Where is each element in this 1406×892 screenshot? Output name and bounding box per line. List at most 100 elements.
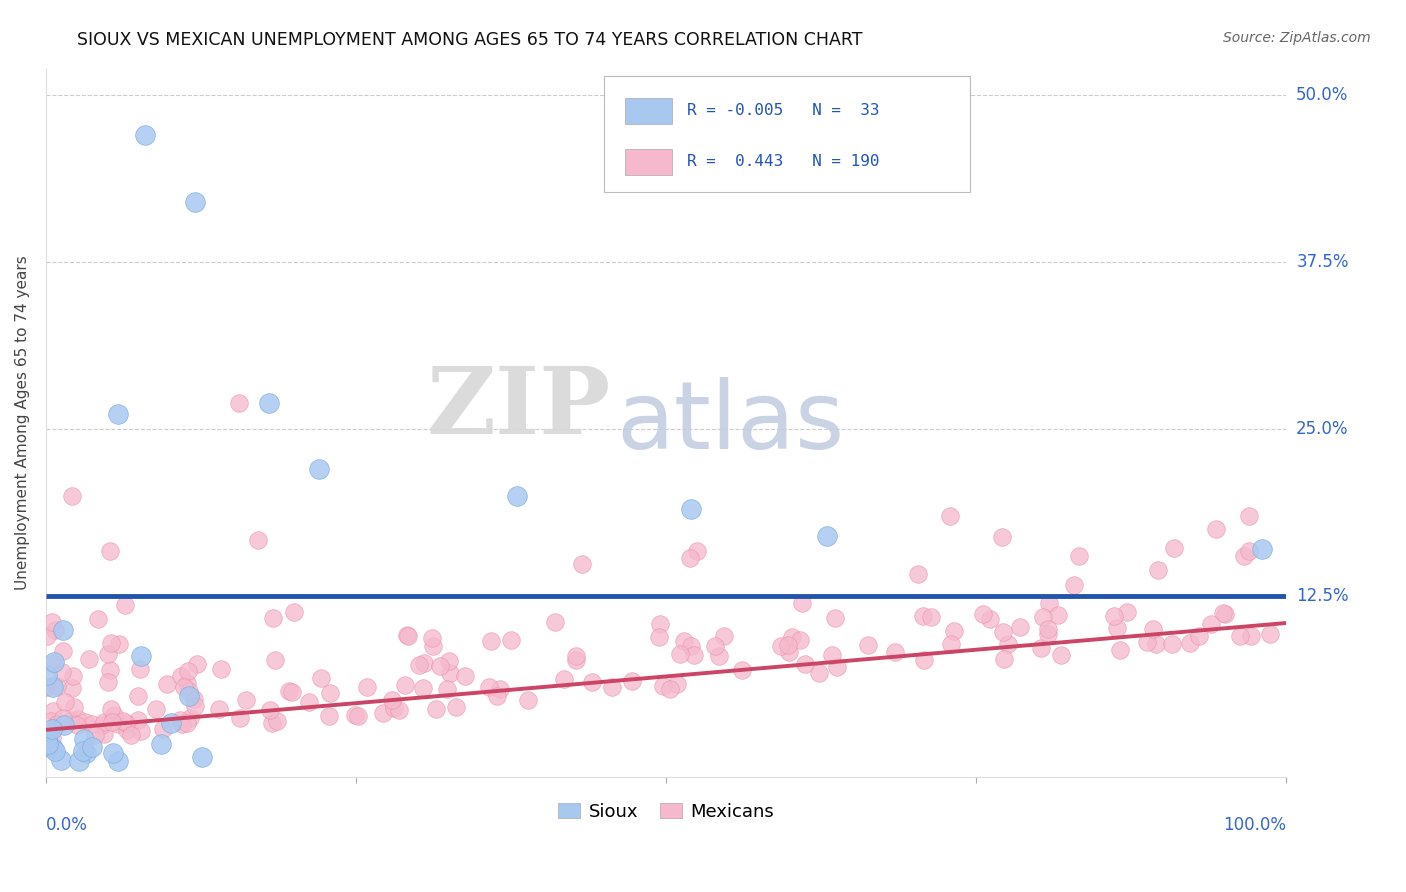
Point	[84, 728, 107, 742]
Point	[264, 653, 287, 667]
Point	[396, 629, 419, 643]
Point	[544, 615, 567, 629]
FancyBboxPatch shape	[626, 97, 672, 125]
Point	[1105, 621, 1128, 635]
Point	[127, 689, 149, 703]
Point	[679, 502, 702, 516]
Point	[808, 666, 831, 681]
Point	[41, 657, 63, 672]
Point	[412, 681, 434, 696]
Point	[103, 708, 125, 723]
Text: 37.5%: 37.5%	[1296, 253, 1348, 271]
Point	[37, 739, 59, 753]
Point	[1188, 629, 1211, 643]
Point	[668, 648, 690, 662]
Point	[82, 739, 104, 754]
Point	[51, 623, 73, 637]
Point	[979, 612, 1001, 626]
Point	[1135, 634, 1157, 648]
Point	[52, 644, 75, 658]
Point	[907, 566, 929, 581]
Point	[66, 717, 89, 731]
Point	[446, 699, 468, 714]
Point	[647, 630, 669, 644]
Point	[98, 544, 121, 558]
Point	[53, 718, 76, 732]
Point	[489, 681, 512, 696]
Point	[37, 629, 59, 643]
Point	[479, 634, 502, 648]
Point	[44, 744, 66, 758]
Point	[344, 707, 367, 722]
Text: SIOUX VS MEXICAN UNEMPLOYMENT AMONG AGES 65 TO 74 YEARS CORRELATION CHART: SIOUX VS MEXICAN UNEMPLOYMENT AMONG AGES…	[77, 31, 863, 49]
Point	[283, 605, 305, 619]
Point	[1049, 648, 1071, 662]
Point	[384, 700, 406, 714]
Point	[620, 674, 643, 689]
Point	[429, 659, 451, 673]
Point	[792, 596, 814, 610]
Point	[77, 651, 100, 665]
Point	[650, 616, 672, 631]
Point	[997, 637, 1019, 651]
Point	[37, 668, 59, 682]
Point	[422, 639, 444, 653]
Point	[1240, 630, 1263, 644]
Point	[63, 699, 86, 714]
Point	[394, 678, 416, 692]
Point	[991, 530, 1014, 544]
Text: 0.0%: 0.0%	[46, 815, 87, 833]
Point	[565, 652, 588, 666]
Point	[1163, 541, 1185, 555]
Point	[179, 711, 201, 725]
Point	[169, 713, 191, 727]
Point	[60, 489, 83, 503]
Point	[176, 716, 198, 731]
Point	[381, 693, 404, 707]
Point	[120, 728, 142, 742]
Point	[108, 637, 131, 651]
Point	[1038, 627, 1060, 641]
Point	[396, 628, 419, 642]
Point	[107, 716, 129, 731]
Point	[41, 615, 63, 629]
Point	[183, 698, 205, 713]
Point	[672, 633, 695, 648]
Point	[186, 657, 208, 671]
Point	[600, 680, 623, 694]
Point	[1046, 608, 1069, 623]
Point	[91, 718, 114, 732]
Point	[658, 681, 681, 696]
Point	[1036, 622, 1059, 636]
Point	[101, 746, 124, 760]
Point	[129, 648, 152, 663]
Text: 12.5%: 12.5%	[1296, 587, 1348, 606]
Point	[1067, 549, 1090, 563]
Point	[149, 737, 172, 751]
Point	[131, 723, 153, 738]
Point	[412, 656, 434, 670]
Point	[553, 672, 575, 686]
Point	[1038, 596, 1060, 610]
Point	[581, 675, 603, 690]
Point	[41, 731, 63, 745]
Point	[794, 657, 817, 671]
Point	[98, 663, 121, 677]
Point	[454, 668, 477, 682]
Point	[145, 701, 167, 715]
Point	[778, 645, 800, 659]
Point	[939, 509, 962, 524]
Point	[127, 713, 149, 727]
Point	[263, 611, 285, 625]
Point	[943, 624, 966, 638]
Point	[486, 689, 509, 703]
Point	[208, 702, 231, 716]
Point	[80, 717, 103, 731]
Point	[347, 708, 370, 723]
Point	[769, 639, 792, 653]
Point	[1233, 549, 1256, 563]
Point	[67, 754, 90, 768]
Point	[1146, 563, 1168, 577]
Point	[42, 680, 65, 694]
Point	[1116, 605, 1139, 619]
